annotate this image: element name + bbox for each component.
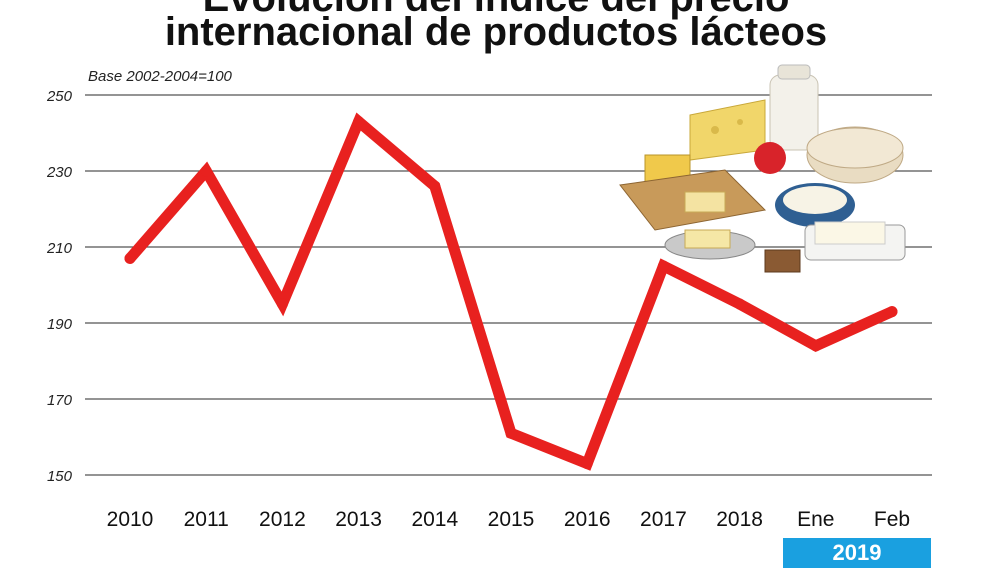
data-point	[124, 252, 136, 264]
y-tick-label: 210	[46, 240, 73, 257]
x-tick-label: 2014	[411, 508, 458, 531]
year-badge: 2019	[783, 538, 931, 568]
data-point	[581, 458, 593, 470]
data-point	[429, 180, 441, 192]
base-note: Base 2002-2004=100	[88, 68, 232, 85]
data-point	[276, 298, 288, 310]
x-tick-label: 2018	[716, 508, 763, 531]
data-point	[657, 260, 669, 272]
x-tick-label: 2016	[564, 508, 611, 531]
data-point	[200, 165, 212, 177]
x-tick-label: Ene	[797, 508, 834, 531]
x-tick-label: Feb	[874, 508, 910, 531]
dairy-products-image	[619, 64, 906, 273]
y-tick-label: 230	[46, 164, 73, 181]
x-tick-label: 2012	[259, 508, 306, 531]
data-point	[353, 116, 365, 128]
data-point	[734, 298, 746, 310]
x-tick-label: 2017	[640, 508, 687, 531]
data-point	[886, 306, 898, 318]
x-tick-label: 2013	[335, 508, 382, 531]
x-tick-label: 2015	[488, 508, 535, 531]
x-tick-label: 2011	[184, 508, 229, 531]
data-point	[505, 427, 517, 439]
data-point	[810, 340, 822, 352]
y-tick-label: 250	[46, 88, 73, 105]
chart-title-line-2: internacional de productos lácteos	[164, 10, 828, 54]
x-tick-label: 2010	[107, 508, 154, 531]
chart-title-line-1: Evolución del índice del precio	[0, 0, 992, 18]
y-tick-label: 170	[47, 392, 73, 409]
y-tick-label: 150	[47, 468, 73, 485]
y-tick-label: 190	[47, 316, 73, 333]
